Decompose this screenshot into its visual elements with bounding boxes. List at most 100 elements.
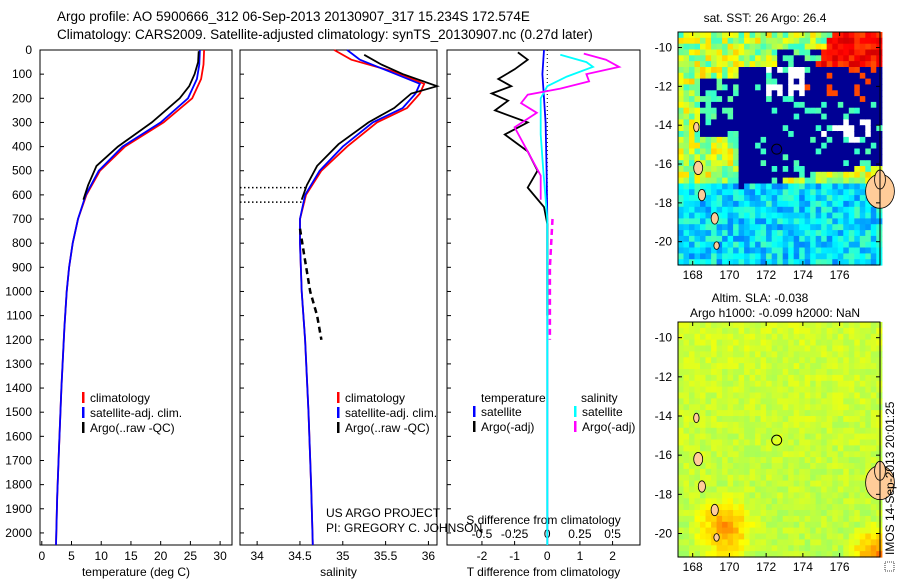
map-pixel: [683, 380, 690, 388]
map-pixel: [832, 392, 839, 399]
map-pixel: [793, 468, 800, 476]
map-pixel: [689, 125, 696, 132]
map-pixel: [804, 90, 811, 97]
map-pixel: [832, 96, 839, 103]
map-pixel: [755, 392, 762, 399]
map-pixel: [876, 148, 883, 155]
map-pixel: [744, 171, 751, 179]
map-pixel: [793, 200, 800, 208]
map-pixel: [749, 253, 756, 260]
map-pixel: [843, 533, 850, 540]
map-pixel: [727, 439, 734, 446]
map-pixel: [848, 451, 855, 458]
map-pixel: [722, 398, 729, 405]
map-pixel: [766, 136, 773, 144]
map-pixel: [815, 474, 822, 482]
map-pixel: [678, 235, 685, 243]
map-pixel: [705, 113, 712, 120]
map-pixel: [700, 125, 707, 132]
map-pixel: [793, 392, 800, 399]
map-pixel: [815, 160, 822, 167]
map-pixel: [793, 480, 800, 488]
map-pixel: [716, 241, 723, 249]
map-pixel: [744, 468, 751, 476]
map-pixel: [876, 78, 883, 85]
map-pixel: [711, 439, 718, 446]
map-pixel: [788, 183, 795, 190]
map-pixel: [782, 504, 789, 511]
legend-label: Argo(..raw -QC): [90, 421, 175, 435]
map-pixel: [854, 84, 861, 91]
map-pixel: [678, 142, 685, 150]
map-pixel: [843, 96, 850, 103]
map-pixel: [865, 247, 872, 254]
map-pixel: [678, 78, 685, 85]
map-pixel: [799, 206, 806, 214]
map-pixel: [832, 363, 839, 370]
map-pixel: [837, 90, 844, 97]
map-pixel: [837, 154, 844, 161]
map-pixel: [837, 386, 844, 394]
map-pixel: [777, 357, 784, 364]
map-pixel: [727, 148, 734, 155]
map-pixel: [744, 386, 751, 394]
map-pixel: [694, 259, 701, 266]
map-pixel: [843, 363, 850, 370]
map-pixel: [749, 504, 756, 511]
map-pixel: [689, 171, 696, 179]
map-pixel: [876, 166, 883, 173]
map-pixel: [716, 154, 723, 161]
map-pixel: [689, 206, 696, 214]
map-pixel: [810, 183, 817, 190]
map-pixel: [865, 148, 872, 155]
map-pixel: [865, 154, 872, 161]
map-pixel: [854, 241, 861, 249]
map-pixel: [716, 218, 723, 225]
map-pixel: [815, 339, 822, 347]
map-pixel: [705, 504, 712, 511]
map-pixel: [744, 189, 751, 196]
map-pixel: [755, 113, 762, 120]
map-pixel: [854, 369, 861, 376]
map-pixel: [799, 357, 806, 364]
map-pixel: [777, 551, 784, 558]
map-pixel: [810, 212, 817, 219]
map-pixel: [799, 427, 806, 435]
map-pixel: [766, 386, 773, 394]
map-pixel: [832, 61, 839, 68]
map-pixel: [870, 148, 877, 155]
map-pixel: [859, 200, 866, 208]
map-pixel: [876, 37, 883, 45]
map-pixel: [700, 171, 707, 179]
map-pixel: [694, 37, 701, 45]
map-pixel: [711, 125, 718, 132]
map-pixel: [788, 463, 795, 470]
map-pixel: [848, 37, 855, 45]
map-pixel: [771, 327, 778, 335]
map-pixel: [766, 224, 773, 231]
map-pixel: [848, 545, 855, 552]
map-pixel: [793, 84, 800, 91]
map-pixel: [815, 322, 822, 329]
map-pixel: [694, 339, 701, 347]
map-pixel: [749, 259, 756, 266]
map-pixel: [848, 333, 855, 341]
map-pixel: [716, 492, 723, 499]
map-pixel: [865, 445, 872, 452]
x-tick-label: 35.5: [374, 549, 398, 563]
map-pixel: [782, 416, 789, 423]
map-pixel: [837, 206, 844, 214]
map-pixel: [705, 527, 712, 535]
map-pixel: [738, 545, 745, 552]
map-pixel: [689, 345, 696, 352]
map-pixel: [837, 101, 844, 109]
map-pixel: [760, 230, 767, 237]
map-pixel: [727, 259, 734, 266]
map-pixel: [854, 183, 861, 190]
map-pixel: [799, 492, 806, 499]
map-pixel: [722, 136, 729, 144]
map-pixel: [716, 37, 723, 45]
map-pixel: [678, 545, 685, 552]
map-pixel: [804, 241, 811, 249]
map-pixel: [744, 101, 751, 109]
